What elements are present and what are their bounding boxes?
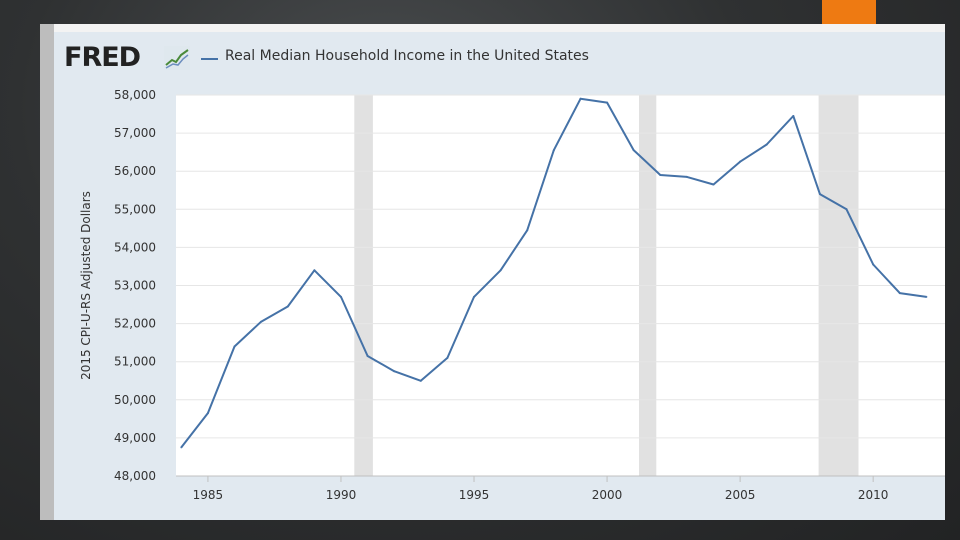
data-point-0-1 [206, 412, 209, 415]
data-point-0-16 [606, 101, 609, 104]
data-point-0-18 [659, 174, 662, 177]
y-tick-label-0: 48,000 [114, 469, 156, 483]
data-point-0-6 [339, 295, 342, 298]
data-point-0-5 [313, 269, 316, 272]
x-tick-label-0: 1985 [193, 488, 224, 502]
data-point-0-24 [818, 193, 821, 196]
y-axis-label: 2015 CPI-U-RS Adjusted Dollars [79, 191, 93, 380]
y-tick-label-1: 49,000 [114, 431, 156, 445]
panel-top-edge [40, 24, 945, 32]
data-point-0-7 [366, 354, 369, 357]
data-point-0-11 [473, 295, 476, 298]
data-point-0-4 [286, 305, 289, 308]
data-point-0-2 [233, 345, 236, 348]
data-point-0-20 [712, 183, 715, 186]
y-tick-label-7: 55,000 [114, 202, 156, 216]
y-tick-label-4: 52,000 [114, 317, 156, 331]
y-tick-label-2: 50,000 [114, 393, 156, 407]
data-point-0-23 [792, 114, 795, 117]
x-tick-label-2: 1995 [459, 488, 490, 502]
data-point-0-0 [180, 446, 183, 449]
data-point-0-10 [446, 356, 449, 359]
data-point-0-27 [898, 292, 901, 295]
line-chart-icon [164, 46, 190, 70]
x-tick-label-3: 2000 [592, 488, 623, 502]
x-tick-label-4: 2005 [725, 488, 756, 502]
fred-logo: FRED [64, 42, 141, 73]
data-point-0-25 [845, 208, 848, 211]
y-tick-label-6: 54,000 [114, 240, 156, 254]
data-point-0-8 [393, 370, 396, 373]
legend-label: Real Median Household Income in the Unit… [225, 48, 589, 64]
x-tick-label-1: 1990 [326, 488, 357, 502]
data-point-0-3 [260, 320, 263, 323]
accent-bar [822, 0, 876, 24]
data-point-0-28 [925, 295, 928, 298]
y-tick-label-3: 51,000 [114, 355, 156, 369]
panel-left-strip [40, 24, 54, 520]
legend-swatch [201, 58, 218, 60]
y-tick-label-9: 57,000 [114, 126, 156, 140]
y-tick-label-5: 53,000 [114, 279, 156, 293]
data-point-0-21 [739, 160, 742, 163]
data-point-0-22 [765, 143, 768, 146]
y-tick-label-8: 56,000 [114, 164, 156, 178]
data-point-0-26 [872, 263, 875, 266]
x-tick-label-5: 2010 [858, 488, 889, 502]
data-point-0-14 [552, 149, 555, 152]
data-point-0-19 [685, 175, 688, 178]
y-tick-label-10: 58,000 [114, 88, 156, 102]
data-point-0-9 [419, 379, 422, 382]
data-point-0-12 [499, 269, 502, 272]
data-point-0-17 [632, 149, 635, 152]
data-point-0-15 [579, 97, 582, 100]
data-point-0-13 [526, 229, 529, 232]
